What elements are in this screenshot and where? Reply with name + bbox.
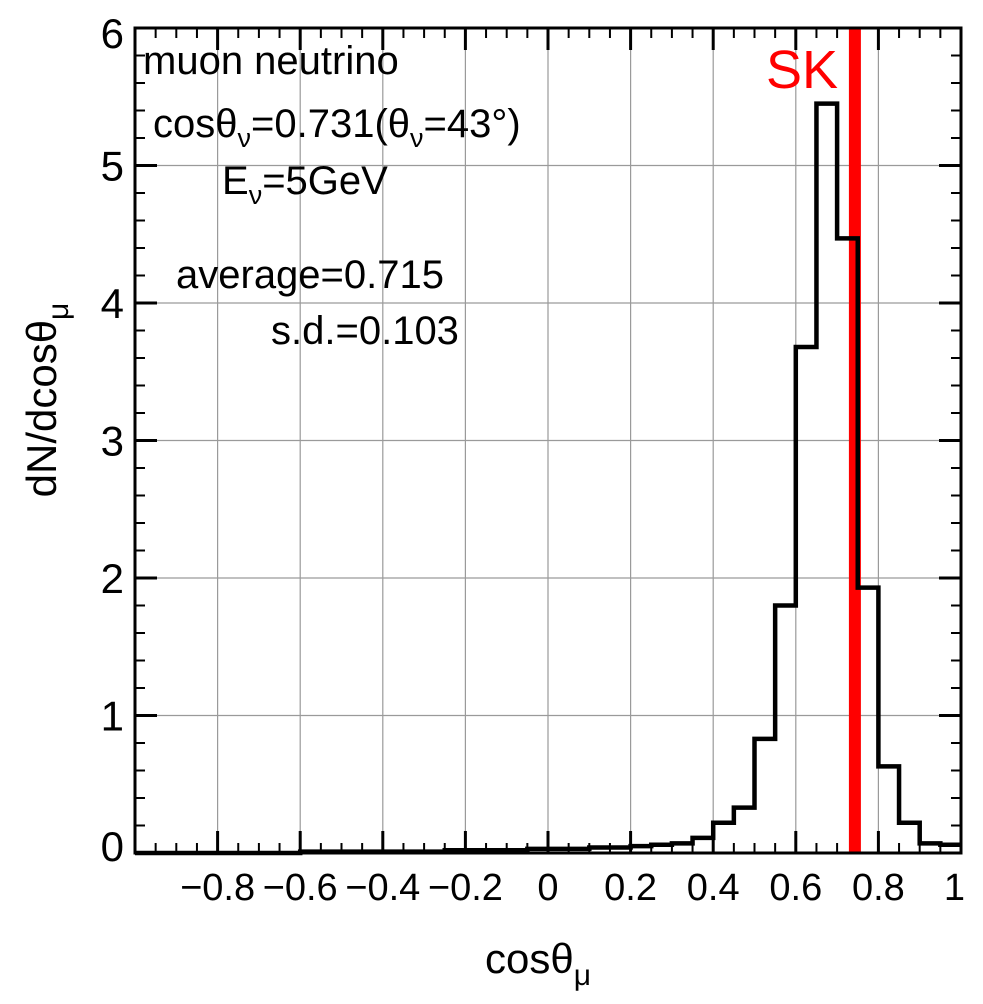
x-axis-title-base: cosθ bbox=[485, 935, 574, 982]
y-tick-label: 2 bbox=[101, 555, 124, 602]
annotation-energy: Eν=5GeV bbox=[222, 159, 388, 210]
plot-frame bbox=[133, 26, 963, 855]
x-tick-label: 0.8 bbox=[852, 867, 905, 909]
y-tick-label: 4 bbox=[101, 280, 124, 327]
x-tick-label: −0.8 bbox=[180, 867, 255, 909]
y-tick-labels: 0 1 2 3 4 5 6 bbox=[101, 10, 124, 870]
y-tick-label: 3 bbox=[101, 418, 124, 465]
y-axis-title-base: dN/dcosθ bbox=[18, 320, 65, 497]
x-tick-label: −0.2 bbox=[428, 867, 503, 909]
annotation-angle-a-sub: ν bbox=[238, 123, 252, 153]
y-axis-title: dN/dcosθμ bbox=[18, 303, 75, 498]
y-tick-label: 0 bbox=[101, 823, 124, 870]
x-tick-label: −0.6 bbox=[263, 867, 338, 909]
sk-label: SK bbox=[766, 40, 838, 100]
x-tick-label: 1 bbox=[944, 867, 965, 909]
x-tick-label: 0.6 bbox=[769, 867, 822, 909]
annotation-angle-a: cosθ bbox=[153, 102, 238, 146]
y-tick-label: 1 bbox=[101, 693, 124, 740]
x-axis-title-sub: μ bbox=[574, 959, 591, 992]
x-tick-label: −0.4 bbox=[345, 867, 420, 909]
annotation-energy-a-sub: ν bbox=[249, 180, 263, 210]
annotation-average: average=0.715 bbox=[176, 253, 444, 297]
annotation-particle: muon neutrino bbox=[143, 39, 399, 83]
y-tick-label: 5 bbox=[101, 143, 124, 190]
annotation-angle-c: =43°) bbox=[424, 102, 521, 146]
y-axis-title-sub: μ bbox=[42, 303, 75, 320]
annotation-angle-b-sub: ν bbox=[410, 123, 424, 153]
x-tick-label: 0 bbox=[537, 867, 558, 909]
annotation-angle-b: =0.731(θ bbox=[251, 102, 410, 146]
annotation-angle: cosθν=0.731(θν=43°) bbox=[153, 102, 521, 153]
annotation-sd: s.d.=0.103 bbox=[271, 309, 459, 353]
x-tick-label: 0.4 bbox=[687, 867, 740, 909]
axis-ticks bbox=[135, 26, 963, 855]
x-tick-label: 0.2 bbox=[604, 867, 657, 909]
annotation-energy-b: =5GeV bbox=[262, 159, 388, 203]
x-tick-labels: −0.8 −0.6 −0.4 −0.2 0 0.2 0.4 0.6 0.8 1 bbox=[180, 867, 965, 909]
y-tick-label: 6 bbox=[101, 10, 124, 57]
grid-lines bbox=[135, 28, 961, 853]
annotation-energy-a: E bbox=[222, 159, 249, 203]
x-axis-title: cosθμ bbox=[485, 935, 591, 992]
